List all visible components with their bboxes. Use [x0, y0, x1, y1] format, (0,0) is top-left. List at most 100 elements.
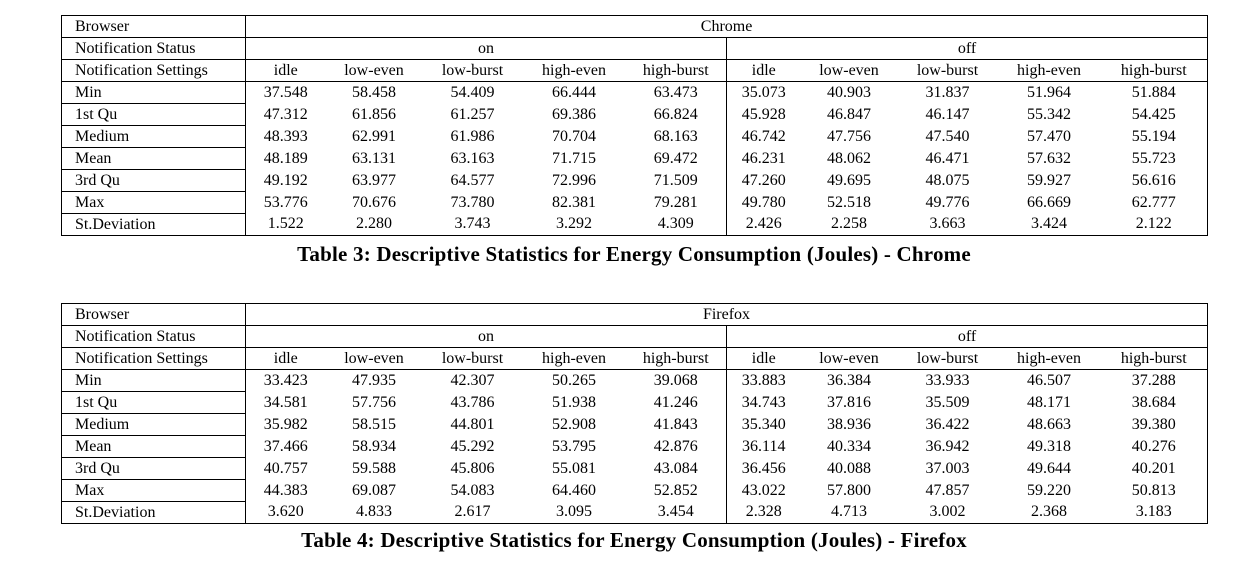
table-row: 1st Qu 47.312 61.856 61.257 69.386 66.824 45.9…: [61, 103, 1209, 126]
table-cell: 37.466: [245, 435, 326, 458]
table-cell: 33.933: [925, 371, 970, 389]
status-header-row: Notification Status on off: [61, 325, 1209, 348]
row-label: St.Deviation: [61, 501, 246, 524]
table-cell: 52.852: [653, 481, 698, 499]
table-cell: 55.723: [1100, 147, 1209, 170]
settings-header-cell: low-even: [325, 347, 423, 370]
settings-header-cell: idle: [726, 347, 801, 370]
table-cell: 35.509: [925, 393, 970, 411]
table-cell: 39.380: [1100, 413, 1209, 436]
table-cell: 52.908: [552, 415, 596, 433]
table-cell: 51.938: [552, 393, 596, 411]
browser-header-row: Browser Chrome: [61, 15, 1209, 38]
table-cell: 44.801: [450, 415, 495, 433]
table-row: Mean 37.466 58.934 45.292 53.795 42.876 36.114…: [61, 435, 1209, 458]
table-cell: 47.540: [925, 127, 970, 145]
table-cell: 43.786: [450, 393, 495, 411]
table-cell: 40.334: [827, 437, 871, 455]
table-cell: 49.318: [1027, 437, 1071, 455]
table-cell: 40.757: [245, 457, 326, 480]
table-cell: 64.460: [552, 481, 596, 499]
table-cell: 1.522: [245, 213, 326, 236]
row-label: 1st Qu: [61, 103, 246, 126]
table-cell: 59.588: [352, 459, 396, 477]
row-label: Medium: [61, 125, 246, 148]
table-cell: 48.171: [1027, 393, 1071, 411]
table-cell: 39.068: [653, 371, 698, 389]
table-cell: 36.942: [925, 437, 970, 455]
table-cell: 37.003: [925, 459, 970, 477]
settings-header-cell: low-burst: [897, 347, 998, 370]
table-row: 3rd Qu 49.192 63.977 64.577 72.996 71.509 47.2…: [61, 169, 1209, 192]
table-cell: 40.276: [1100, 435, 1209, 458]
table-cell: 54.409: [450, 83, 495, 101]
table-cell: 42.307: [450, 371, 495, 389]
status-header-row: Notification Status on off: [61, 37, 1209, 60]
table-cell: 4.309: [625, 213, 727, 236]
table-cell: 82.381: [552, 193, 596, 211]
table-cell: 45.928: [726, 103, 801, 126]
table-cell: 63.163: [450, 149, 495, 167]
settings-header-cell: high-burst: [625, 59, 727, 82]
settings-label: Notification Settings: [61, 59, 246, 82]
browser-name: Firefox: [244, 303, 1209, 326]
table-row: St.Deviation 3.620 4.833 2.617 3.095 3.454 2.3…: [61, 501, 1209, 524]
table-cell: 43.022: [726, 479, 801, 502]
table-row: Medium 35.982 58.515 44.801 52.908 41.843 35.3…: [61, 413, 1209, 436]
table-cell: 70.704: [552, 127, 596, 145]
table-cell: 36.456: [726, 457, 801, 480]
settings-header-cell: high-even: [997, 347, 1101, 370]
table-cell: 2.426: [726, 213, 801, 236]
chrome-stats-table: Browser Chrome Notification Status on off Not…: [61, 15, 1209, 236]
table-cell: 45.806: [450, 459, 495, 477]
table-cell: 34.581: [245, 391, 326, 414]
table-cell: 47.857: [925, 481, 970, 499]
table-cell: 31.837: [925, 83, 970, 101]
settings-header-cell: high-even: [522, 347, 626, 370]
table-cell: 47.260: [726, 169, 801, 192]
table-cell: 3.454: [625, 501, 727, 524]
table-caption: Table 4: Descriptive Statistics for Ener…: [301, 528, 967, 552]
settings-header-cell: low-burst: [422, 347, 523, 370]
table-cell: 33.423: [245, 369, 326, 392]
table-cell: 37.816: [827, 393, 871, 411]
table-cell: 40.088: [827, 459, 871, 477]
table-caption: Table 3: Descriptive Statistics for Ener…: [297, 242, 971, 266]
table-cell: 36.114: [726, 435, 801, 458]
row-label: Min: [61, 369, 246, 392]
table-cell: 46.847: [827, 105, 871, 123]
settings-header-cell: low-even: [800, 347, 898, 370]
table-cell: 54.425: [1100, 103, 1209, 126]
table-cell: 62.777: [1100, 191, 1209, 214]
table-cell: 59.927: [1027, 171, 1071, 189]
table-cell: 61.856: [352, 105, 396, 123]
table-cell: 41.246: [653, 393, 698, 411]
table-cell: 50.813: [1100, 479, 1209, 502]
table-cell: 49.695: [827, 171, 871, 189]
row-label: Mean: [61, 147, 246, 170]
table-cell: 2.122: [1100, 213, 1209, 236]
table-cell: 47.312: [245, 103, 326, 126]
table-row: 1st Qu 34.581 57.756 43.786 51.938 41.246 34.7…: [61, 391, 1209, 414]
table-cell: 3.743: [422, 213, 523, 236]
table-cell: 3.002: [897, 501, 998, 524]
row-label: St.Deviation: [61, 213, 246, 236]
table-cell: 3.424: [997, 213, 1101, 236]
row-label: 3rd Qu: [61, 457, 246, 480]
status-off: off: [725, 37, 1209, 60]
table-cell: 66.669: [1027, 193, 1071, 211]
settings-header-cell: idle: [245, 347, 326, 370]
table-body: Browser Firefox Notification Status on off No…: [61, 303, 1209, 524]
table-row: Min 37.548 58.458 54.409 66.444 63.473 35.073 4…: [61, 81, 1209, 104]
row-label: Min: [61, 81, 246, 104]
settings-header-cell: low-even: [800, 59, 898, 82]
table-cell: 49.192: [245, 169, 326, 192]
table-cell: 47.756: [827, 127, 871, 145]
table-cell: 61.257: [450, 105, 495, 123]
table-cell: 55.194: [1100, 125, 1209, 148]
table-cell: 57.470: [1027, 127, 1071, 145]
table-cell: 35.340: [726, 413, 801, 436]
table-cell: 41.843: [653, 415, 698, 433]
table-cell: 49.644: [1027, 459, 1071, 477]
table-cell: 43.084: [653, 459, 698, 477]
